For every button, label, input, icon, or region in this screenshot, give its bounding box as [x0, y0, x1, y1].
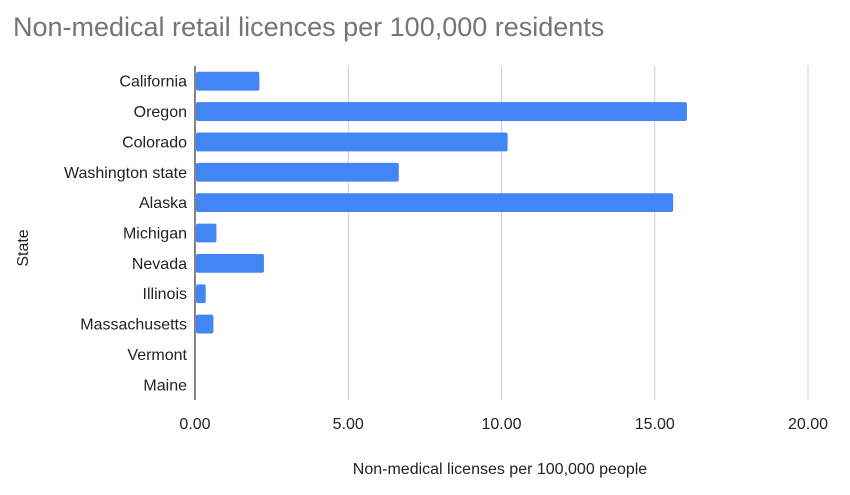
bar: [196, 284, 206, 304]
gridlines: [194, 66, 809, 400]
chart-title: Non-medical retail licences per 100,000 …: [13, 12, 604, 42]
x-axis-title: Non-medical licenses per 100,000 people: [353, 461, 648, 478]
bar: [196, 132, 508, 152]
x-tick-label: 15.00: [635, 416, 675, 433]
x-tick-labels: 0.00 5.00 10.00 15.00 20.00: [179, 416, 828, 433]
category-label: Washington state: [64, 165, 187, 182]
bar: [196, 71, 260, 91]
bar: [196, 102, 687, 121]
bar: [196, 253, 264, 273]
category-label: Massachusetts: [80, 317, 187, 334]
bar: [196, 223, 217, 243]
bar: [196, 314, 214, 334]
bar: [196, 193, 674, 213]
bars: [196, 71, 687, 334]
category-label: Oregon: [134, 104, 187, 121]
category-label: Nevada: [132, 256, 187, 273]
category-label: Illinois: [143, 286, 187, 303]
category-label: Maine: [143, 377, 187, 394]
category-labels: California Oregon Colorado Washington state…: [64, 74, 188, 395]
x-tick-label: 20.00: [788, 416, 828, 433]
category-label: Michigan: [123, 226, 187, 243]
x-tick-label: 0.00: [179, 416, 210, 433]
bar: [196, 162, 399, 182]
category-label: California: [119, 74, 187, 91]
x-tick-label: 10.00: [481, 416, 521, 433]
category-label: Vermont: [127, 347, 187, 364]
category-label: Colorado: [122, 134, 187, 151]
y-axis-title: State: [15, 229, 32, 266]
x-tick-label: 5.00: [333, 416, 364, 433]
category-label: Alaska: [139, 195, 187, 212]
